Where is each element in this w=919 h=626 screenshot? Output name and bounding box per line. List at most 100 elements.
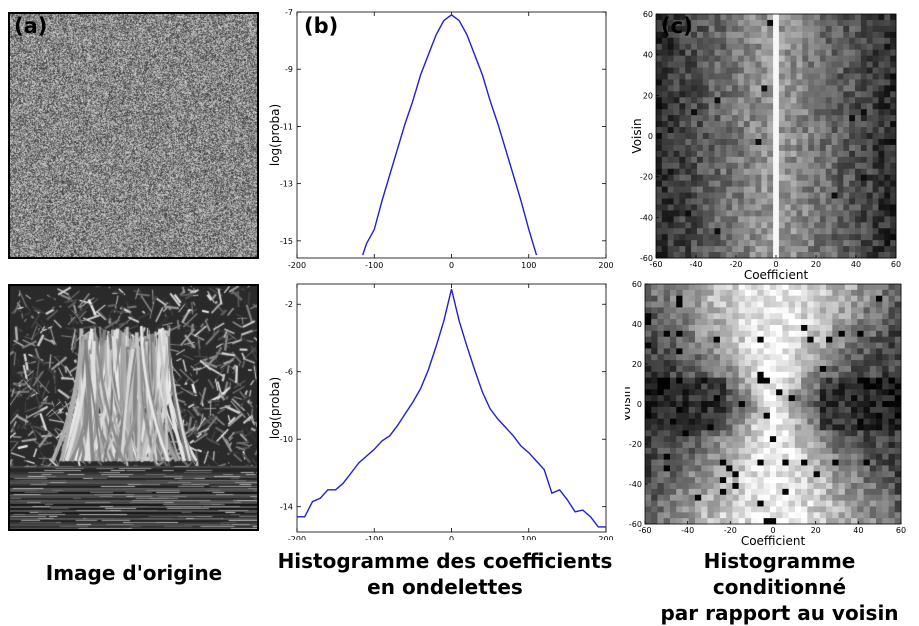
- heatmap-cell: [767, 169, 773, 175]
- heatmap-cell: [689, 518, 696, 524]
- heatmap-cell: [870, 407, 877, 413]
- heatmap-cell: [867, 210, 873, 216]
- heatmap-cell: [745, 471, 752, 477]
- heatmap-cell: [761, 187, 767, 193]
- heatmap-cell: [751, 296, 758, 302]
- heatmap-cell: [674, 198, 680, 204]
- heatmap-cell: [715, 38, 721, 44]
- heatmap-cell: [807, 471, 814, 477]
- heatmap-cell: [861, 163, 867, 169]
- heatmap-cell: [709, 20, 715, 26]
- heatmap-cell: [837, 204, 843, 210]
- heatmap-cell: [861, 20, 867, 26]
- heatmap-cell: [864, 512, 871, 518]
- heatmap-cell: [645, 465, 652, 471]
- heatmap-cell: [796, 252, 802, 258]
- heatmap-cell: [645, 448, 652, 454]
- heatmap-cell: [795, 372, 802, 378]
- heatmap-cell: [876, 319, 883, 325]
- heatmap-cell: [870, 465, 877, 471]
- heatmap-cell: [668, 62, 674, 68]
- heatmap-cell: [861, 193, 867, 199]
- heatmap-cell: [744, 109, 750, 115]
- heatmap-cell: [703, 169, 709, 175]
- heatmap-cell: [761, 44, 767, 50]
- heatmap-cell: [732, 483, 739, 489]
- heatmap-cell: [657, 448, 664, 454]
- heatmap-cell: [714, 506, 721, 512]
- heatmap-cell: [826, 290, 833, 296]
- x-tick-label: 0: [449, 535, 454, 540]
- heatmap-cell: [726, 193, 732, 199]
- heatmap-cell: [867, 234, 873, 240]
- heatmap-cell: [738, 228, 744, 234]
- heatmap-cell: [789, 460, 796, 466]
- heatmap-cell: [689, 354, 696, 360]
- heatmap-cell: [720, 228, 726, 234]
- heatmap-cell: [795, 424, 802, 430]
- heatmap-cell: [773, 91, 779, 97]
- heatmap-cell: [761, 210, 767, 216]
- heatmap-cell: [695, 419, 702, 425]
- heatmap-cell: [750, 145, 756, 151]
- heatmap-cell: [739, 284, 746, 290]
- heatmap-cell: [867, 252, 873, 258]
- heatmap-cell: [884, 246, 890, 252]
- heatmap-cell: [878, 97, 884, 103]
- heatmap-cell: [837, 103, 843, 109]
- heatmap-cell: [832, 483, 839, 489]
- heatmap-cell: [670, 354, 677, 360]
- heatmap-cell: [739, 401, 746, 407]
- heatmap-cell: [801, 465, 808, 471]
- heatmap-cell: [732, 44, 738, 50]
- heatmap-cell: [890, 79, 896, 85]
- heatmap-cell: [873, 151, 879, 157]
- heatmap-cell: [732, 512, 739, 518]
- heatmap-cell: [664, 401, 671, 407]
- heatmap-cell: [720, 430, 727, 436]
- heatmap-cell: [657, 407, 664, 413]
- heatmap-cell: [709, 44, 715, 50]
- heatmap-cell: [832, 348, 839, 354]
- heatmap-cell: [832, 460, 839, 466]
- heatmap-cell: [770, 395, 777, 401]
- heatmap-cell: [770, 471, 777, 477]
- heatmap-cell: [851, 360, 858, 366]
- heatmap-cell: [814, 343, 821, 349]
- heatmap-cell: [870, 389, 877, 395]
- heatmap-cell: [720, 378, 727, 384]
- heatmap-cell: [751, 284, 758, 290]
- heatmap-cell: [695, 471, 702, 477]
- heatmap-cell: [855, 151, 861, 157]
- heatmap-cell: [707, 512, 714, 518]
- heatmap-cell: [785, 145, 791, 151]
- heatmap-cell: [685, 103, 691, 109]
- heatmap-cell: [767, 103, 773, 109]
- heatmap-cell: [657, 495, 664, 501]
- heatmap-cell: [820, 74, 826, 80]
- heatmap-cell: [814, 436, 821, 442]
- heatmap-cell: [832, 79, 838, 85]
- heatmap-cell: [776, 413, 783, 419]
- heatmap-cell: [895, 477, 902, 483]
- heatmap-cell: [670, 360, 677, 366]
- heatmap-cell: [826, 483, 833, 489]
- heatmap-cell: [808, 20, 814, 26]
- heatmap-cell: [895, 302, 902, 308]
- heatmap-cell: [689, 506, 696, 512]
- heatmap-cell: [882, 424, 889, 430]
- heatmap-cell: [645, 302, 652, 308]
- heatmap-cell: [890, 97, 896, 103]
- heatmap-cell: [745, 448, 752, 454]
- heatmap-cell: [761, 234, 767, 240]
- heatmap-cell: [820, 401, 827, 407]
- heatmap-cell: [876, 407, 883, 413]
- heatmap-cell: [855, 121, 861, 127]
- heatmap-cell: [814, 222, 820, 228]
- heatmap-cell: [750, 157, 756, 163]
- heatmap-cell: [851, 448, 858, 454]
- heatmap-cell: [795, 407, 802, 413]
- heatmap-cell: [814, 234, 820, 240]
- heatmap-cell: [676, 313, 683, 319]
- heatmap-cell: [767, 97, 773, 103]
